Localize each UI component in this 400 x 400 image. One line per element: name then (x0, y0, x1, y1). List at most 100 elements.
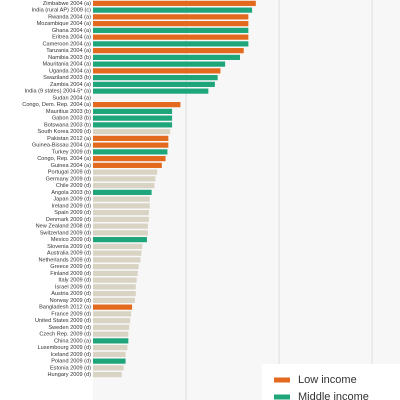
y-tick-label: Luxembourg 2009 (d) (38, 345, 92, 351)
bar (93, 230, 148, 236)
y-tick-label: Switzerland 2009 (d) (40, 230, 91, 236)
bar (93, 223, 148, 229)
y-tick-label: Portugal 2009 (d) (48, 170, 91, 176)
y-tick-label: Zimbabwe 2004 (a) (43, 1, 91, 7)
y-tick-label: Poland 2009 (d) (51, 359, 91, 365)
bar (93, 88, 209, 94)
bar (93, 264, 139, 270)
bar (93, 243, 143, 249)
bar (93, 324, 130, 330)
y-tick-label: Cameroon 2004 (a) (42, 41, 91, 47)
y-tick-label: Iceland 2009 (d) (51, 352, 92, 358)
bar (93, 365, 124, 371)
y-tick-label: Hungary 2009 (d) (47, 372, 91, 378)
bar (93, 331, 129, 337)
bar (93, 122, 173, 128)
y-tick-label: Congo, Rep. 2004 (a) (37, 156, 91, 162)
y-tick-label: Uganda 2004 (a) (49, 68, 91, 74)
bar (93, 216, 149, 222)
bar (93, 304, 133, 310)
y-tick-label: Zambia 2004 (a) (50, 82, 91, 88)
bar (93, 189, 152, 195)
bar (93, 156, 166, 162)
bar (93, 21, 249, 27)
bar (93, 61, 226, 67)
y-tick-label: Sweden 2009 (d) (48, 325, 91, 331)
y-tick-label: Ireland 2009 (d) (52, 203, 92, 209)
y-tick-label: Congo, Dem. Rep. 2004 (a) (22, 102, 91, 108)
y-tick-label: Turkey 2009 (d) (52, 149, 91, 155)
y-tick-label: India (rural AP) 2009 (c) (32, 8, 92, 14)
y-tick-label: Ghana 2004 (a) (52, 28, 91, 34)
y-tick-label: Mauritania 2004 (a) (42, 62, 91, 68)
y-tick-label: Rwanda 2004 (a) (48, 14, 91, 20)
bar (93, 183, 155, 189)
y-tick-label: Chile 2009 (d) (56, 183, 91, 189)
bar (93, 135, 169, 141)
bar (93, 162, 162, 168)
bar (93, 48, 244, 54)
y-tick-label: Finland 2009 (d) (50, 271, 91, 277)
bar (93, 41, 249, 47)
y-tick-label: Japan 2009 (d) (53, 197, 91, 203)
bar (93, 372, 122, 378)
legend-swatch (274, 377, 290, 383)
bar (93, 250, 142, 256)
y-tick-label: Italy 2009 (d) (58, 278, 91, 284)
bar (93, 34, 249, 40)
y-tick-label: China 2000 (a) (54, 338, 91, 344)
bar (93, 318, 131, 324)
bar (93, 351, 126, 357)
bar (93, 338, 129, 344)
bar (93, 311, 132, 317)
bar (93, 358, 126, 364)
y-tick-label: United States 2009 (d) (35, 318, 91, 324)
y-tick-label: Guinea 2004 (a) (51, 163, 92, 169)
y-tick-label: Netherlands 2009 (d) (38, 257, 91, 263)
bar (93, 297, 135, 303)
y-tick-label: Botswana 2003 (b) (44, 122, 91, 128)
bar (93, 291, 136, 297)
y-tick-label: Australia 2009 (d) (47, 251, 91, 257)
y-tick-label: Bangladesh 2012 (a) (39, 305, 91, 311)
y-tick-label: Mozambique 2004 (a) (37, 21, 92, 27)
bar (93, 277, 137, 283)
y-tick-label: Eritrea 2004 (a) (52, 35, 91, 41)
bar (93, 115, 173, 121)
bar (93, 176, 156, 182)
bar (93, 75, 218, 81)
bar (93, 237, 147, 243)
y-tick-label: Tanzania 2004 (a) (46, 48, 91, 54)
bar (93, 102, 181, 108)
bar (93, 108, 173, 114)
bar (93, 257, 141, 263)
bar (93, 210, 149, 216)
y-tick-label: Estonia 2009 (d) (50, 365, 91, 371)
y-tick-label: Norway 2009 (d) (50, 298, 91, 304)
y-tick-label: South Korea 2009 (d) (38, 129, 92, 135)
bar (93, 169, 158, 175)
y-tick-label: Spain 2009 (d) (54, 210, 91, 216)
legend-label: Low income (298, 374, 357, 386)
y-tick-label: Czech Rep. 2009 (d) (39, 332, 91, 338)
y-tick-label: Guinea-Bissau 2004 (a) (32, 143, 91, 149)
y-tick-label: Pakistan 2012 (a) (47, 136, 91, 142)
bar (93, 129, 171, 135)
bar (93, 345, 128, 351)
bar (93, 203, 150, 209)
y-tick-label: Mexico 2009 (d) (51, 237, 91, 243)
y-tick-label: New Zealand 2008 (d) (36, 224, 91, 230)
bar (93, 27, 249, 33)
y-tick-label: France 2009 (d) (51, 311, 91, 317)
y-tick-label: India (9 states) 2004-5* (a) (24, 89, 91, 95)
bar (93, 54, 240, 60)
y-tick-label: Namibia 2003 (b) (48, 55, 91, 61)
bar (93, 95, 181, 101)
y-tick-label: Greece 2009 (d) (50, 264, 91, 270)
bar (93, 284, 136, 290)
legend-label: Middle income (298, 391, 369, 400)
y-tick-label: Mauritius 2003 (b) (46, 109, 91, 115)
y-tick-label: Sudan 2004 (a) (52, 95, 91, 101)
bar (93, 7, 253, 13)
